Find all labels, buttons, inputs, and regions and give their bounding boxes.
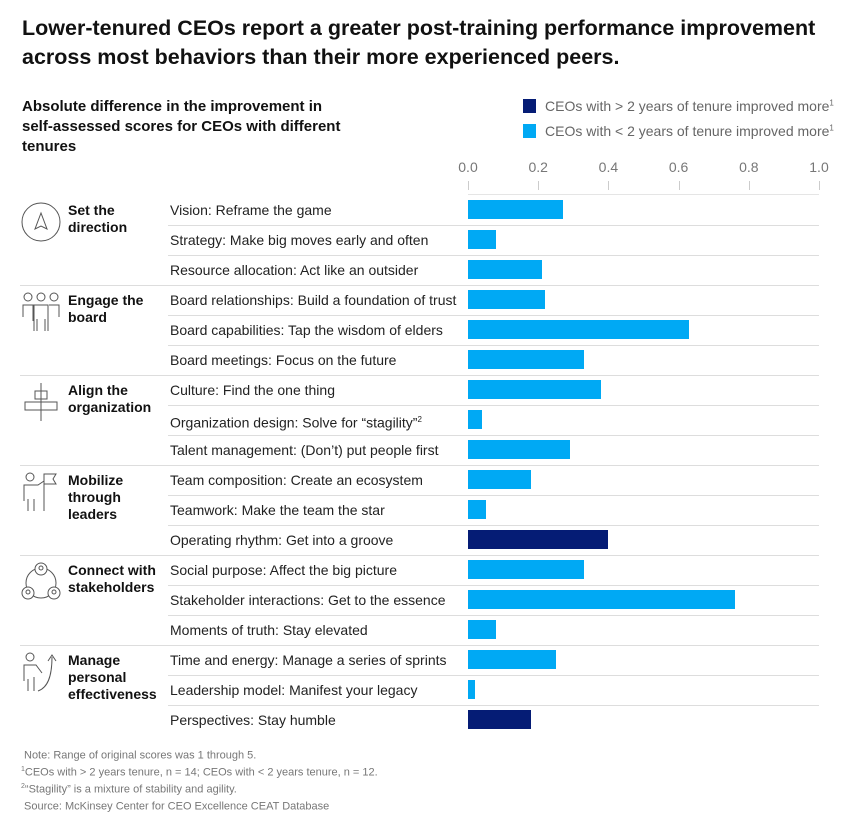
row-label: Moments of truth: Stay elevated bbox=[170, 622, 368, 638]
x-tick bbox=[819, 181, 820, 190]
row-label: Resource allocation: Act like an outside… bbox=[170, 262, 419, 278]
row-label: Vision: Reframe the game bbox=[170, 202, 332, 218]
bar bbox=[468, 470, 532, 489]
footnote: Note: Range of original scores was 1 thr… bbox=[24, 749, 257, 762]
chart-subtitle: Absolute difference in the improvement i… bbox=[22, 98, 341, 155]
bar bbox=[468, 650, 556, 669]
x-tick bbox=[608, 181, 610, 190]
group-label: Align the organization bbox=[68, 382, 152, 415]
row-divider bbox=[168, 435, 819, 436]
bar bbox=[468, 230, 497, 249]
group-label: Set the direction bbox=[68, 202, 128, 235]
bar bbox=[468, 200, 563, 219]
axis-line bbox=[468, 194, 819, 195]
bar bbox=[468, 320, 690, 339]
x-tick-label: 0.2 bbox=[528, 159, 548, 175]
legend-item-under-2-years: CEOs with < 2 years of tenure improved m… bbox=[523, 123, 834, 139]
row-divider bbox=[168, 405, 819, 406]
row-label: Board capabilities: Tap the wisdom of el… bbox=[170, 322, 443, 338]
row-divider bbox=[168, 615, 819, 616]
group-label: Manage personal effectiveness bbox=[68, 652, 157, 702]
row-label: Strategy: Make big moves early and often bbox=[170, 232, 429, 248]
row-label: Teamwork: Make the team the star bbox=[170, 502, 385, 518]
bar bbox=[468, 530, 609, 549]
row-divider bbox=[168, 315, 819, 316]
group-label: Engage the board bbox=[68, 292, 144, 325]
row-label: Time and energy: Manage a series of spri… bbox=[170, 652, 447, 668]
group-divider bbox=[20, 285, 819, 286]
chart-title: Lower-tenured CEOs report a greater post… bbox=[22, 16, 816, 69]
row-divider bbox=[168, 255, 819, 256]
footnote: Source: McKinsey Center for CEO Excellen… bbox=[24, 801, 330, 814]
person-arrow-icon bbox=[20, 651, 62, 693]
row-divider bbox=[168, 345, 819, 346]
three-people-icon bbox=[20, 291, 62, 333]
x-tick bbox=[748, 181, 750, 190]
row-divider bbox=[168, 585, 819, 586]
group-divider bbox=[20, 645, 819, 646]
compass-arrow-icon bbox=[20, 201, 62, 243]
row-label: Board relationships: Build a foundation … bbox=[170, 292, 457, 308]
x-tick-label: 0.8 bbox=[739, 159, 759, 175]
row-label: Stakeholder interactions: Get to the ess… bbox=[170, 592, 446, 608]
bar bbox=[468, 710, 532, 729]
bar bbox=[468, 680, 476, 699]
x-tick-label: 0.0 bbox=[458, 159, 478, 175]
bar bbox=[468, 500, 486, 519]
group-divider bbox=[20, 375, 819, 376]
group-divider bbox=[20, 555, 819, 556]
row-label: Perspectives: Stay humble bbox=[170, 712, 336, 728]
footnotes: Note: Range of original scores was 1 thr… bbox=[21, 746, 378, 815]
bar bbox=[468, 350, 584, 369]
footnote: 2“Stagility” is a mixture of stability a… bbox=[21, 783, 237, 796]
row-label: Team composition: Create an ecosystem bbox=[170, 472, 423, 488]
x-tick bbox=[538, 181, 540, 190]
group-label: Connect with stakeholders bbox=[68, 562, 156, 595]
row-label: Culture: Find the one thing bbox=[170, 382, 335, 398]
row-divider bbox=[168, 675, 819, 676]
footnote: 1CEOs with > 2 years tenure, n = 14; CEO… bbox=[21, 766, 378, 779]
bar bbox=[468, 380, 602, 399]
row-divider bbox=[168, 705, 819, 706]
person-flag-icon bbox=[20, 471, 62, 513]
legend-swatch bbox=[523, 124, 536, 138]
x-tick-label: 0.6 bbox=[668, 159, 689, 175]
bar bbox=[468, 260, 542, 279]
legend-item-over-2-years: CEOs with > 2 years of tenure improved m… bbox=[523, 98, 834, 114]
bar bbox=[468, 590, 735, 609]
row-label: Social purpose: Affect the big picture bbox=[170, 562, 397, 578]
row-divider bbox=[168, 495, 819, 496]
x-tick bbox=[678, 181, 680, 190]
x-tick-label: 0.4 bbox=[598, 159, 619, 175]
x-tick-label: 1.0 bbox=[809, 159, 829, 175]
alignment-icon bbox=[20, 381, 62, 423]
row-label: Board meetings: Focus on the future bbox=[170, 352, 397, 368]
x-tick bbox=[468, 181, 469, 190]
legend-label: CEOs with > 2 years of tenure improved m… bbox=[545, 98, 834, 114]
group-label: Mobilize through leaders bbox=[68, 472, 124, 522]
stakeholders-circle-icon bbox=[20, 561, 62, 603]
bar bbox=[468, 290, 546, 309]
legend-label: CEOs with < 2 years of tenure improved m… bbox=[545, 123, 834, 139]
bar bbox=[468, 620, 497, 639]
row-label: Talent management: (Don’t) put people fi… bbox=[170, 442, 439, 458]
row-label: Leadership model: Manifest your legacy bbox=[170, 682, 418, 698]
bar bbox=[468, 410, 483, 429]
row-label: Organization design: Solve for “stagilit… bbox=[170, 414, 422, 431]
row-label: Operating rhythm: Get into a groove bbox=[170, 532, 394, 548]
bar bbox=[468, 440, 570, 459]
group-divider bbox=[20, 465, 819, 466]
row-divider bbox=[168, 225, 819, 226]
bar bbox=[468, 560, 584, 579]
legend-swatch bbox=[523, 99, 536, 113]
row-divider bbox=[168, 525, 819, 526]
